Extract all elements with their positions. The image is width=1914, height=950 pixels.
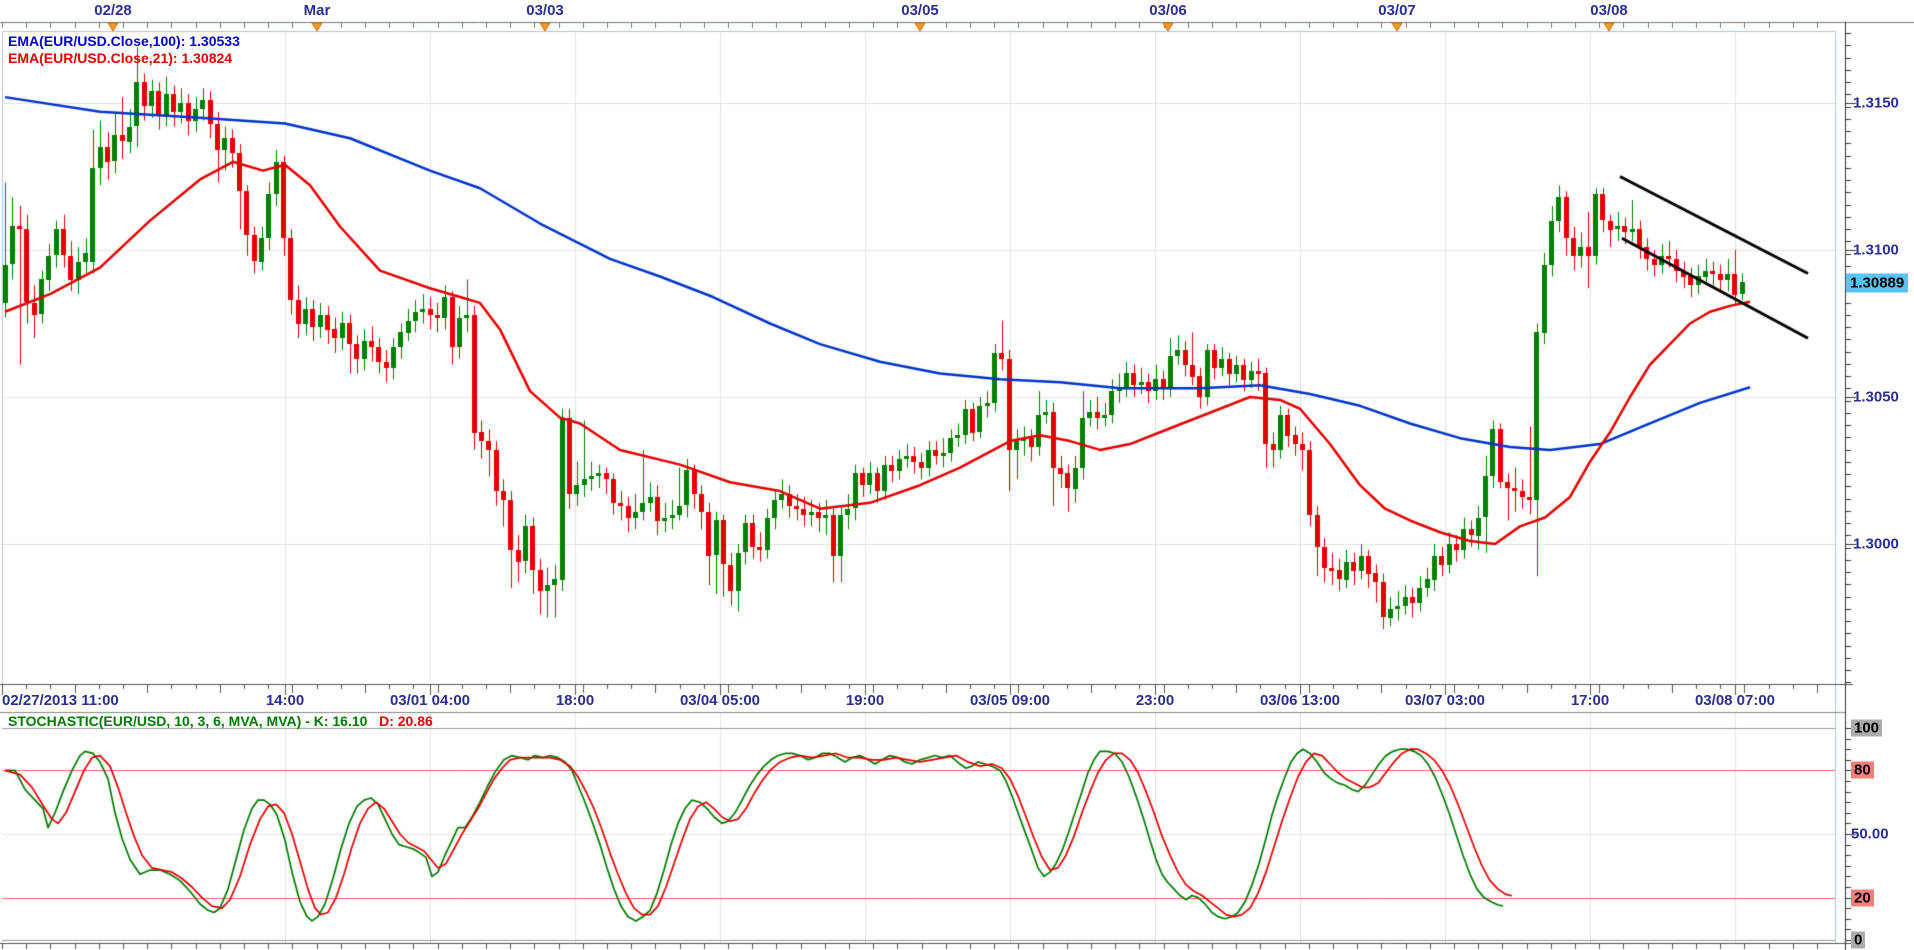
forex-chart: EMA(EUR/USD.Close,100): 1.30533 EMA(EUR/… [0, 0, 1914, 950]
chart-canvas[interactable] [0, 0, 1914, 950]
